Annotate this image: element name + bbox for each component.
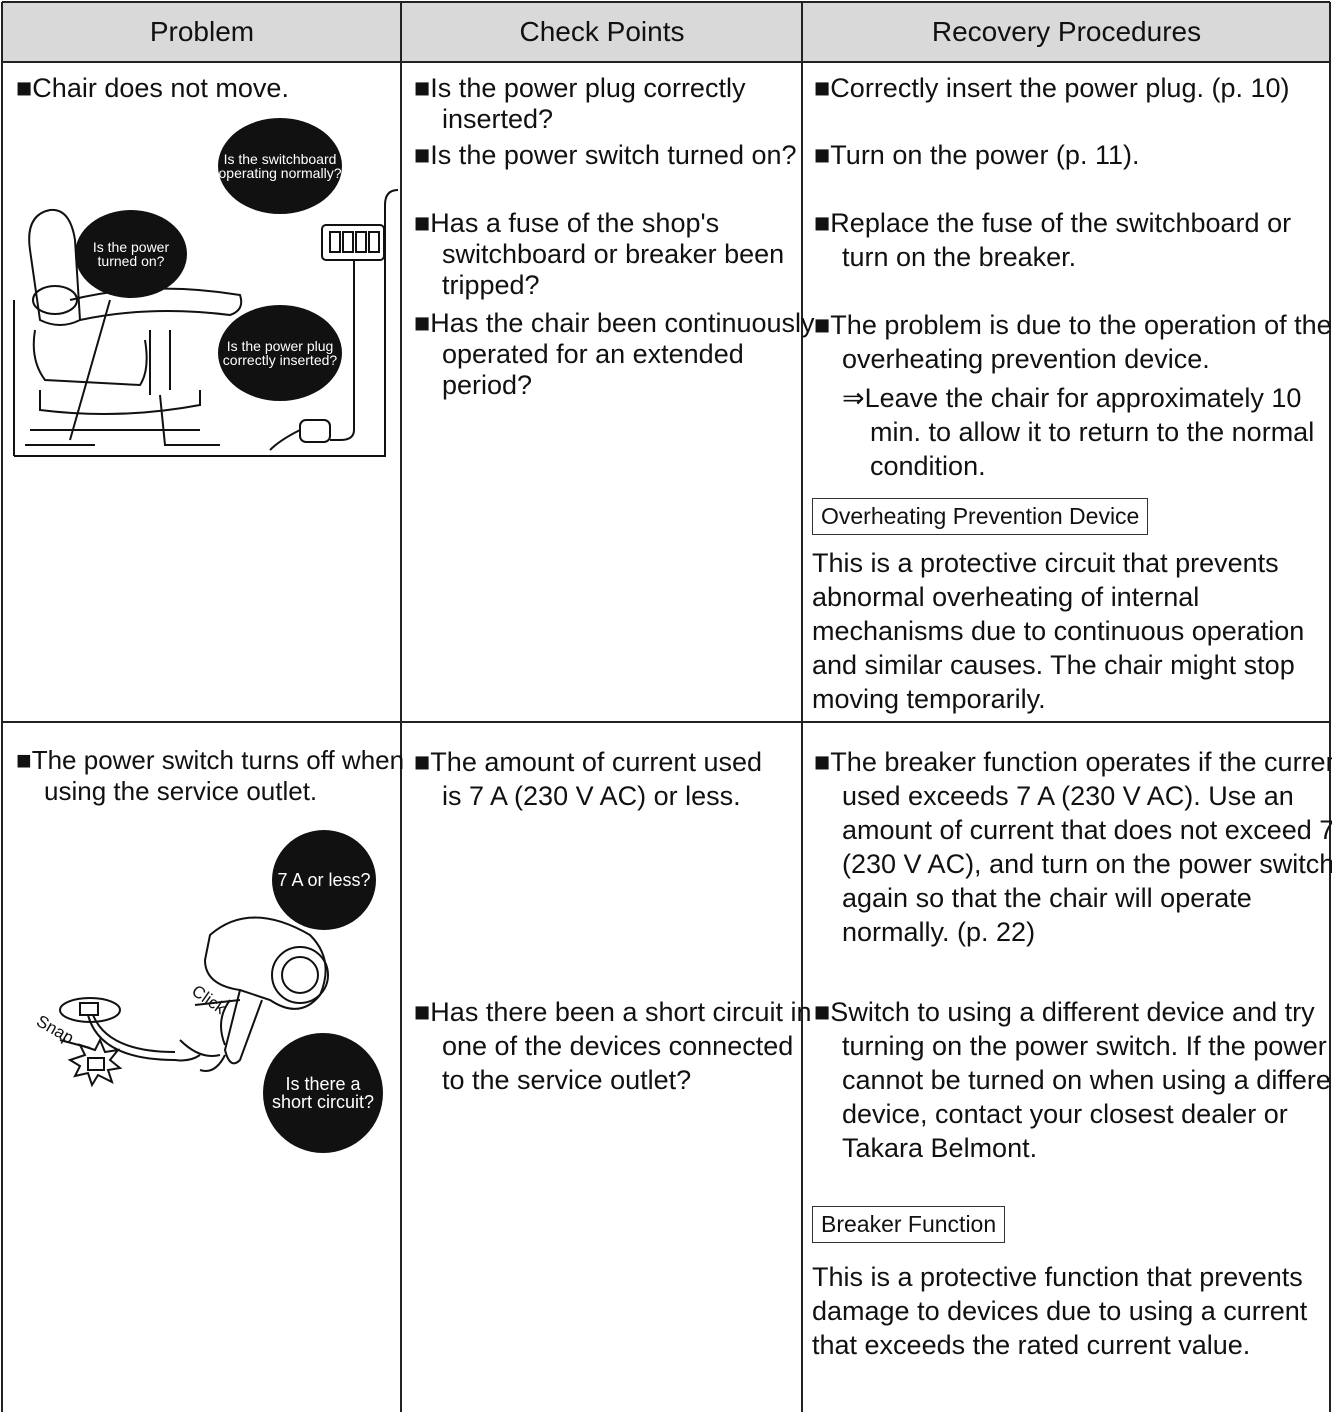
header-cell: Check Points <box>519 16 685 47</box>
check-point: ■Has there been a short circuit in one o… <box>414 997 812 1095</box>
bubble: Is the switchboard operating normally? <box>218 118 342 214</box>
recovery: ■Turn on the power (p. 11). <box>814 140 1140 170</box>
problem: ■The power switch turns off when using t… <box>16 745 405 806</box>
recovery: ■Switch to using a different device and … <box>814 997 1332 1163</box>
check-point: ■Is the power switch turned on? <box>414 140 797 170</box>
check-point: ■The amount of current used is 7 A (230 … <box>414 747 762 811</box>
recovery-sub: ⇒Leave the chair for approximately 10 mi… <box>842 383 1315 481</box>
recovery: ■The breaker function operates if the cu… <box>814 747 1332 947</box>
bubble: Is the power turned on? <box>75 210 187 298</box>
check-point: ■Is the power plug correctly inserted? <box>414 73 746 134</box>
dryer-illustration <box>59 916 329 1088</box>
chair-illustration <box>13 189 399 457</box>
recovery: ■The problem is due to the operation of … <box>814 310 1332 374</box>
note-title: Breaker Function <box>812 1206 1006 1243</box>
recovery: ■Replace the fuse of the switchboard or … <box>814 208 1292 272</box>
problem: ■Chair does not move. <box>16 73 289 103</box>
note-text: This is a protective function that preve… <box>812 1262 1308 1360</box>
header-cell: Problem <box>149 16 255 47</box>
note-text: This is a protective circuit that preven… <box>812 548 1305 714</box>
note-title: Overheating Prevention Device <box>812 498 1149 535</box>
bubble: Is there a short circuit? <box>263 1033 383 1153</box>
bubble: 7 A or less? <box>272 830 376 930</box>
check-point: ■Has a fuse of the shop's switchboard or… <box>414 208 785 300</box>
check-point: ■Has the chair been continuously operate… <box>414 308 815 400</box>
header-cell: Recovery Procedures <box>931 16 1202 47</box>
recovery: ■Correctly insert the power plug. (p. 10… <box>814 73 1290 103</box>
bubble: Is the power plug correctly inserted? <box>218 305 342 401</box>
